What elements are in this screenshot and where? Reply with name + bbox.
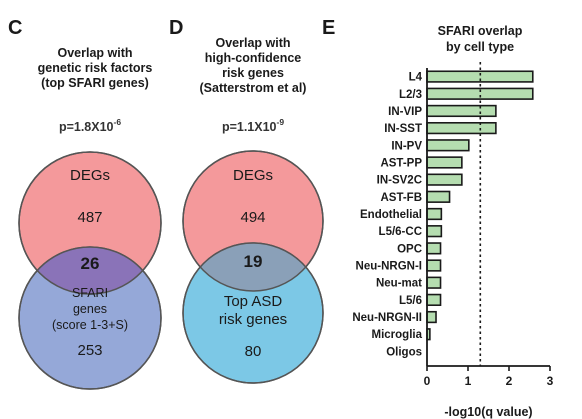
bar-ast-pp (427, 157, 462, 168)
category-label-ast-pp: AST-PP (380, 157, 422, 169)
bar-in-sst (427, 123, 496, 134)
panel-c-bottom-label-2: genes (73, 302, 107, 316)
panel-c: C Overlap with genetic risk factors (top… (8, 17, 161, 389)
category-label-in-sst: IN-SST (384, 123, 422, 135)
panel-c-intersection-count: 26 (81, 254, 100, 273)
category-label-in-pv: IN-PV (391, 140, 422, 152)
category-label-microglia: Microglia (372, 329, 423, 341)
category-label-in-vip: IN-VIP (388, 106, 422, 118)
x-tick-label-1: 1 (465, 374, 472, 388)
chart-x-ticks: 0 1 2 3 (424, 366, 554, 388)
bar-in-vip (427, 106, 496, 117)
category-label-endothelial: Endothelial (360, 209, 422, 221)
panel-c-bottom-label-1: SFARI (72, 286, 108, 300)
panel-d-intersection-count: 19 (244, 252, 263, 271)
chart-title-line-2: by cell type (446, 40, 514, 54)
bar-opc (427, 243, 441, 254)
category-label-oligos: Oligos (386, 346, 422, 358)
bar-neu-nrgn-ii (427, 312, 436, 323)
panel-d-title-line-2: high-confidence (205, 51, 302, 65)
panel-c-title-line-2: genetic risk factors (38, 61, 153, 75)
panel-d: D Overlap with high-confidence risk gene… (169, 17, 323, 383)
panel-c-bottom-count: 253 (77, 342, 102, 359)
bar-ast-fb (427, 191, 450, 202)
panel-d-bottom-label-1: Top ASD (224, 293, 283, 310)
x-tick-label-0: 0 (424, 374, 431, 388)
category-label-l5-6: L5/6 (399, 295, 422, 307)
panel-d-title-line-1: Overlap with (215, 36, 290, 50)
bar-endothelial (427, 209, 441, 220)
panel-c-title-line-3: (top SFARI genes) (41, 76, 149, 90)
chart-category-labels: L4 L2/3 IN-VIP IN-SST IN-PV AST-PP IN-SV2C AST-… (352, 72, 422, 359)
category-label-neu-nrgn-ii: Neu-NRGN-II (352, 312, 422, 324)
panel-c-pvalue: p=1.8X10-6 (59, 117, 121, 134)
panel-letter-e: E (322, 17, 335, 39)
x-tick-label-2: 2 (506, 374, 513, 388)
bar-neu-nrgn-i (427, 260, 441, 271)
x-tick-label-3: 3 (547, 374, 554, 388)
panel-letter-c: C (8, 17, 22, 39)
category-label-in-sv2c: IN-SV2C (377, 175, 422, 187)
bar-neu-mat (427, 277, 441, 288)
panel-c-top-label: DEGs (70, 167, 110, 184)
category-label-neu-nrgn-i: Neu-NRGN-I (356, 261, 422, 273)
category-label-opc: OPC (397, 243, 422, 255)
category-label-l2-3: L2/3 (399, 89, 422, 101)
panel-d-title-line-4: (Satterstrom et al) (200, 81, 307, 95)
panel-d-title-line-3: risk genes (222, 66, 284, 80)
category-label-neu-mat: Neu-mat (376, 278, 422, 290)
panel-c-top-count: 487 (77, 209, 102, 226)
bar-in-sv2c (427, 174, 462, 185)
panel-e: E SFARI overlap by cell type L4 L2/3 IN-VI… (322, 17, 554, 419)
panel-d-pvalue: p=1.1X10-9 (222, 117, 284, 134)
panel-c-bottom-label-3: (score 1-3+S) (52, 318, 128, 332)
category-label-l4: L4 (409, 72, 423, 84)
chart-title-line-1: SFARI overlap (438, 24, 523, 38)
bar-l5-6-cc (427, 226, 441, 237)
panel-letter-d: D (169, 17, 183, 39)
category-label-l5-6-cc: L5/6-CC (379, 226, 422, 238)
panel-c-title-line-1: Overlap with (57, 46, 132, 60)
panel-d-top-label: DEGs (233, 167, 273, 184)
bar-in-pv (427, 140, 469, 151)
panel-d-top-count: 494 (240, 209, 265, 226)
panel-d-bottom-label-2: risk genes (219, 311, 287, 328)
bar-l5-6 (427, 295, 441, 306)
chart-x-axis-label: -log10(q value) (444, 405, 532, 419)
category-label-ast-fb: AST-FB (380, 192, 422, 204)
panel-d-bottom-count: 80 (245, 343, 262, 360)
